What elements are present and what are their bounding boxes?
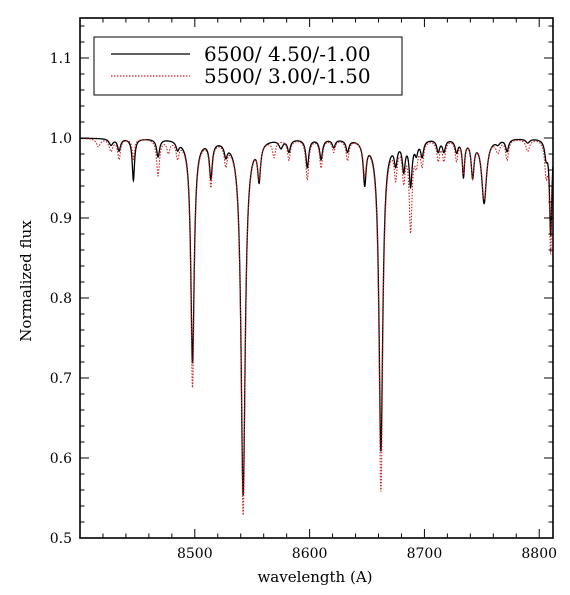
legend-label-2: 5500/ 3.00/-1.50 (204, 64, 371, 88)
y-tick-label: 1.0 (50, 131, 72, 147)
y-tick-label: 0.7 (50, 371, 72, 387)
legend-label-1: 6500/ 4.50/-1.00 (204, 42, 371, 66)
x-tick-label: 8500 (177, 546, 213, 562)
y-tick-label: 1.1 (50, 51, 72, 67)
x-tick-label: 8700 (407, 546, 443, 562)
axes-layer: 8500 8600 8700 8800 0.5 0.6 0.7 0.8 0.9 1.0 1.1 (50, 17, 557, 562)
legend-box (93, 36, 403, 96)
series-layer (80, 137, 553, 516)
series-line-2 (80, 137, 553, 516)
y-tick-label: 0.8 (50, 291, 72, 307)
y-tick-label: 0.6 (50, 451, 72, 467)
plot-frame (79, 17, 554, 539)
y-axis-title: Normalized flux (17, 220, 35, 342)
x-tick-label: 8600 (292, 546, 328, 562)
x-axis-title: wavelength (A) (257, 568, 372, 586)
y-tick-label: 0.9 (50, 211, 72, 227)
x-tick-label: 8800 (521, 546, 557, 562)
y-tick-label: 0.5 (50, 531, 72, 547)
